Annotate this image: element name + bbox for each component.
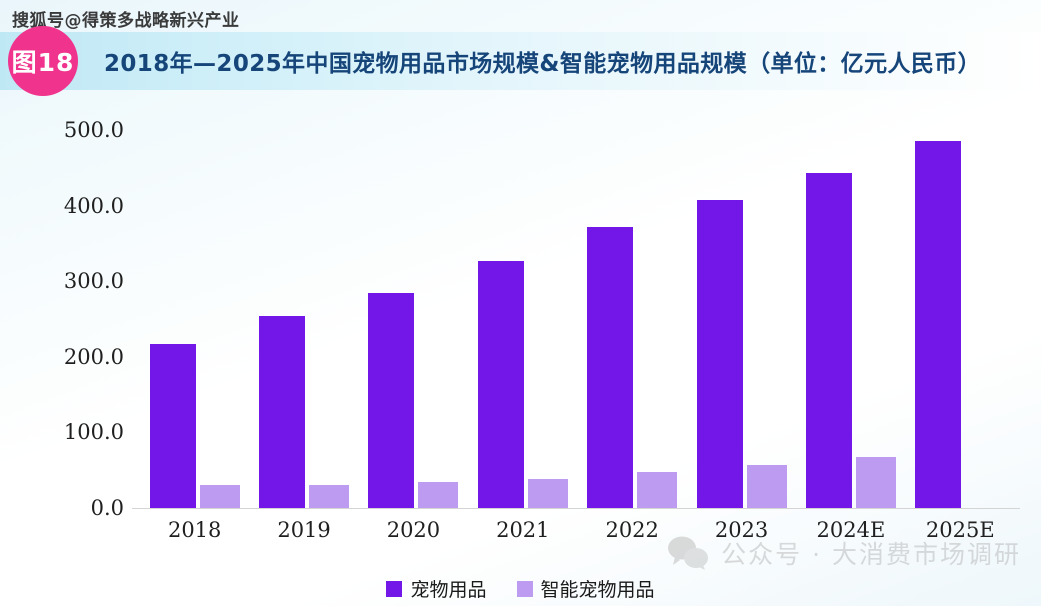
legend-swatch [386, 580, 403, 597]
source-watermark: 搜狐号@得策多战略新兴产业 [12, 11, 240, 31]
x-axis-tick: 2024E [816, 518, 886, 542]
bar-secondary [527, 479, 568, 508]
legend-swatch [516, 580, 533, 597]
legend-item[interactable]: 智能宠物用品 [516, 575, 655, 602]
x-axis-baseline [132, 508, 1020, 509]
bar-group [696, 130, 787, 508]
x-axis-tick: 2022 [605, 518, 659, 542]
bar-group [149, 130, 240, 508]
bar-primary [915, 141, 962, 508]
bar-group [368, 130, 459, 508]
y-axis-tick: 300.0 [63, 269, 124, 294]
bar-group [587, 130, 678, 508]
plot-area: 0.0 100.0 200.0 300.0 400.0 500.0 2018 2019 202… [0, 100, 1041, 560]
page-title: 2018年—2025年中国宠物用品市场规模&智能宠物用品规模（单位：亿元人民币） [104, 51, 982, 77]
bar-primary [696, 199, 743, 508]
x-axis-tick: 2025E [925, 518, 995, 542]
y-axis-tick: 400.0 [63, 193, 124, 218]
legend-label: 智能宠物用品 [540, 579, 655, 601]
bar-primary [587, 226, 634, 508]
y-axis: 0.0 100.0 200.0 300.0 400.0 500.0 [40, 118, 136, 520]
y-axis-tick: 200.0 [63, 344, 124, 369]
figure-badge: 图18 [8, 26, 78, 96]
legend-item[interactable]: 宠物用品 [386, 575, 487, 602]
header-band [0, 32, 1041, 90]
bar-secondary [746, 464, 787, 508]
x-axis-labels: 2018 2019 2020 2021 2022 2023 2024E 2025E [140, 518, 1015, 558]
y-axis-tick: 500.0 [63, 118, 124, 142]
x-axis-tick: 2023 [714, 518, 769, 542]
bar-secondary [309, 484, 350, 508]
bar-primary [149, 343, 196, 508]
bar-group [915, 130, 1005, 508]
bar-secondary [637, 472, 678, 508]
bar-primary [259, 315, 306, 508]
bar-secondary [418, 482, 459, 508]
bar-group [259, 130, 350, 508]
y-axis-tick: 100.0 [63, 420, 124, 445]
x-axis-tick: 2021 [496, 518, 550, 542]
bar-primary [368, 292, 415, 508]
bar-primary [477, 260, 524, 508]
bar-secondary [855, 456, 896, 508]
x-axis-tick: 2019 [277, 518, 331, 542]
bar-primary [805, 173, 852, 508]
bar-group [477, 130, 568, 508]
y-axis-tick: 0.0 [90, 496, 124, 520]
bars-container [140, 130, 1015, 508]
bar-secondary [199, 485, 240, 508]
x-axis-tick: 2020 [386, 518, 441, 542]
legend-label: 宠物用品 [410, 579, 487, 601]
bar-group [805, 130, 896, 508]
chart-legend: 宠物用品 智能宠物用品 [0, 575, 1041, 602]
x-axis-tick: 2018 [167, 518, 222, 542]
